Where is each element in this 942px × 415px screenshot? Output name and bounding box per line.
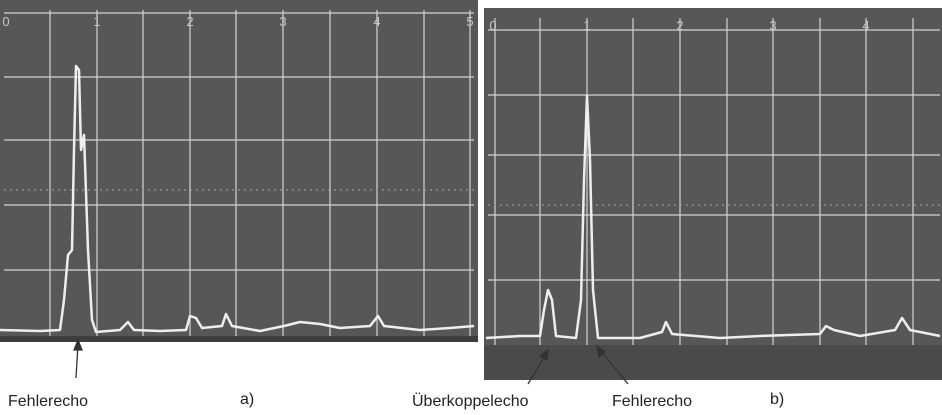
scale-label: 4 [373, 14, 380, 29]
scale-label: 2 [676, 18, 683, 33]
screen-b: 0 1 2 3 4 [484, 8, 942, 380]
scale-label: 1 [583, 18, 590, 33]
echo-trace [0, 64, 475, 334]
scale-label: 4 [862, 18, 869, 33]
caption: a) [240, 391, 254, 408]
screen-edge [0, 336, 478, 342]
scale-label: 3 [279, 14, 286, 29]
screen-a: 0 1 2 3 4 5 [0, 0, 478, 342]
grid [488, 18, 940, 345]
arrow-label: Überkoppelecho [412, 392, 529, 410]
arrows [73, 338, 629, 385]
scale-label: 0 [2, 14, 9, 29]
echo-trace [485, 94, 941, 340]
arrow-label: Fehlerecho [8, 393, 88, 410]
scale-label: 0 [489, 18, 496, 33]
screen-background [0, 0, 478, 342]
scale-label: 5 [466, 14, 473, 29]
caption: b) [770, 391, 784, 408]
arrow-label: Fehlerecho [612, 393, 692, 410]
scale-label: 3 [769, 18, 776, 33]
scale-label: 1 [93, 14, 100, 29]
screen-edge [484, 345, 942, 380]
screen-background [484, 8, 942, 380]
grid [4, 10, 474, 336]
scale-label: 2 [186, 14, 193, 29]
